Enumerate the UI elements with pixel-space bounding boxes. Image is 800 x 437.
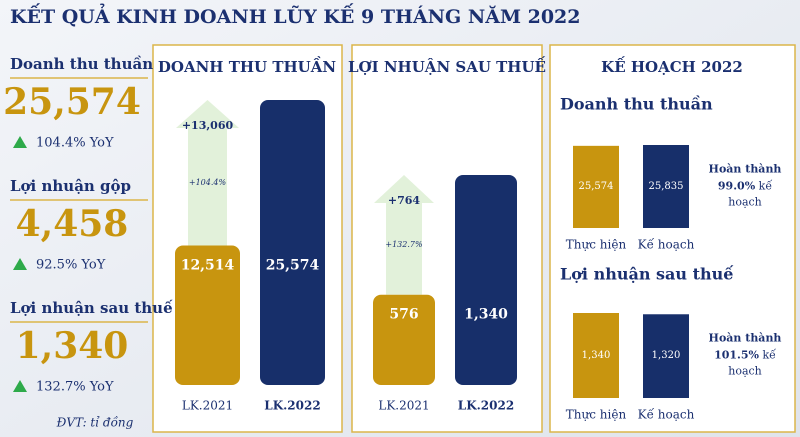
kpi-change: 92.5% YoY bbox=[36, 258, 106, 273]
x-tick-label: Thực hiện bbox=[566, 238, 627, 252]
kpi-value: 25,574 bbox=[3, 81, 141, 123]
x-tick-label: LK.2021 bbox=[182, 399, 233, 413]
bar-value: 25,574 bbox=[266, 258, 320, 274]
kpi-change: 104.4% YoY bbox=[36, 136, 114, 151]
bar bbox=[455, 175, 517, 385]
bar-value: 1,320 bbox=[652, 350, 681, 361]
up-icon bbox=[13, 136, 27, 148]
x-tick-label: Kế hoạch bbox=[638, 237, 695, 252]
bar bbox=[260, 100, 325, 385]
x-tick-label: Kế hoạch bbox=[638, 407, 695, 422]
bar-value: 25,835 bbox=[649, 181, 684, 192]
bar bbox=[573, 313, 619, 398]
note: Hoàn thành bbox=[709, 332, 782, 345]
note: hoạch bbox=[728, 196, 762, 209]
kpi-label: Doanh thu thuần bbox=[10, 55, 153, 73]
kpi-value: 4,458 bbox=[16, 203, 129, 245]
bar-value: 576 bbox=[389, 307, 418, 323]
note: hoạch bbox=[728, 365, 762, 378]
note-value: 101.5% bbox=[714, 349, 759, 362]
bar bbox=[573, 145, 619, 228]
note-text: kế bbox=[759, 180, 773, 193]
growth-arrow bbox=[374, 175, 434, 295]
up-icon bbox=[13, 380, 27, 392]
bar-value: 1,340 bbox=[582, 350, 611, 361]
unit-note: ĐVT: tỉ đồng bbox=[56, 415, 134, 430]
change-label: +13,060 bbox=[182, 119, 234, 132]
bar bbox=[643, 314, 689, 398]
kpi-value: 1,340 bbox=[16, 325, 129, 367]
change-pct: +132.7% bbox=[385, 240, 423, 249]
panel-title: KẾ HOẠCH 2022 bbox=[601, 56, 743, 76]
x-tick-label: LK.2021 bbox=[378, 399, 429, 413]
note: 101.5% kế bbox=[714, 349, 776, 362]
bar-value: 1,340 bbox=[464, 307, 508, 323]
note-value: 99.0% bbox=[718, 180, 756, 193]
bar bbox=[643, 145, 689, 228]
chart-title: LỢI NHUẬN SAU THUẾ bbox=[348, 56, 546, 76]
change-label: +764 bbox=[388, 194, 421, 207]
x-tick-label: Thực hiện bbox=[566, 408, 627, 422]
growth-arrow bbox=[176, 100, 239, 246]
x-tick-label: LK.2022 bbox=[264, 399, 320, 413]
note: 99.0% kế bbox=[718, 180, 772, 193]
page-title: KẾT QUẢ KINH DOANH LŨY KẾ 9 THÁNG NĂM 20… bbox=[10, 2, 581, 28]
kpi-label: Lợi nhuận gộp bbox=[10, 177, 131, 195]
up-icon bbox=[13, 258, 27, 270]
x-tick-label: LK.2022 bbox=[458, 399, 514, 413]
kpi-label: Lợi nhuận sau thuế bbox=[10, 299, 173, 317]
bar bbox=[175, 245, 240, 385]
change-pct: +104.4% bbox=[189, 178, 227, 187]
note: Hoàn thành bbox=[709, 163, 782, 176]
chart-title: Doanh thu thuần bbox=[560, 95, 713, 114]
note-text: kế bbox=[762, 349, 776, 362]
chart-title: Lợi nhuận sau thuế bbox=[560, 265, 734, 284]
chart-title: DOANH THU THUẦN bbox=[158, 56, 337, 76]
bar bbox=[373, 294, 435, 385]
bar-value: 12,514 bbox=[181, 258, 235, 274]
bar-value: 25,574 bbox=[579, 181, 614, 192]
kpi-change: 132.7% YoY bbox=[36, 380, 114, 395]
